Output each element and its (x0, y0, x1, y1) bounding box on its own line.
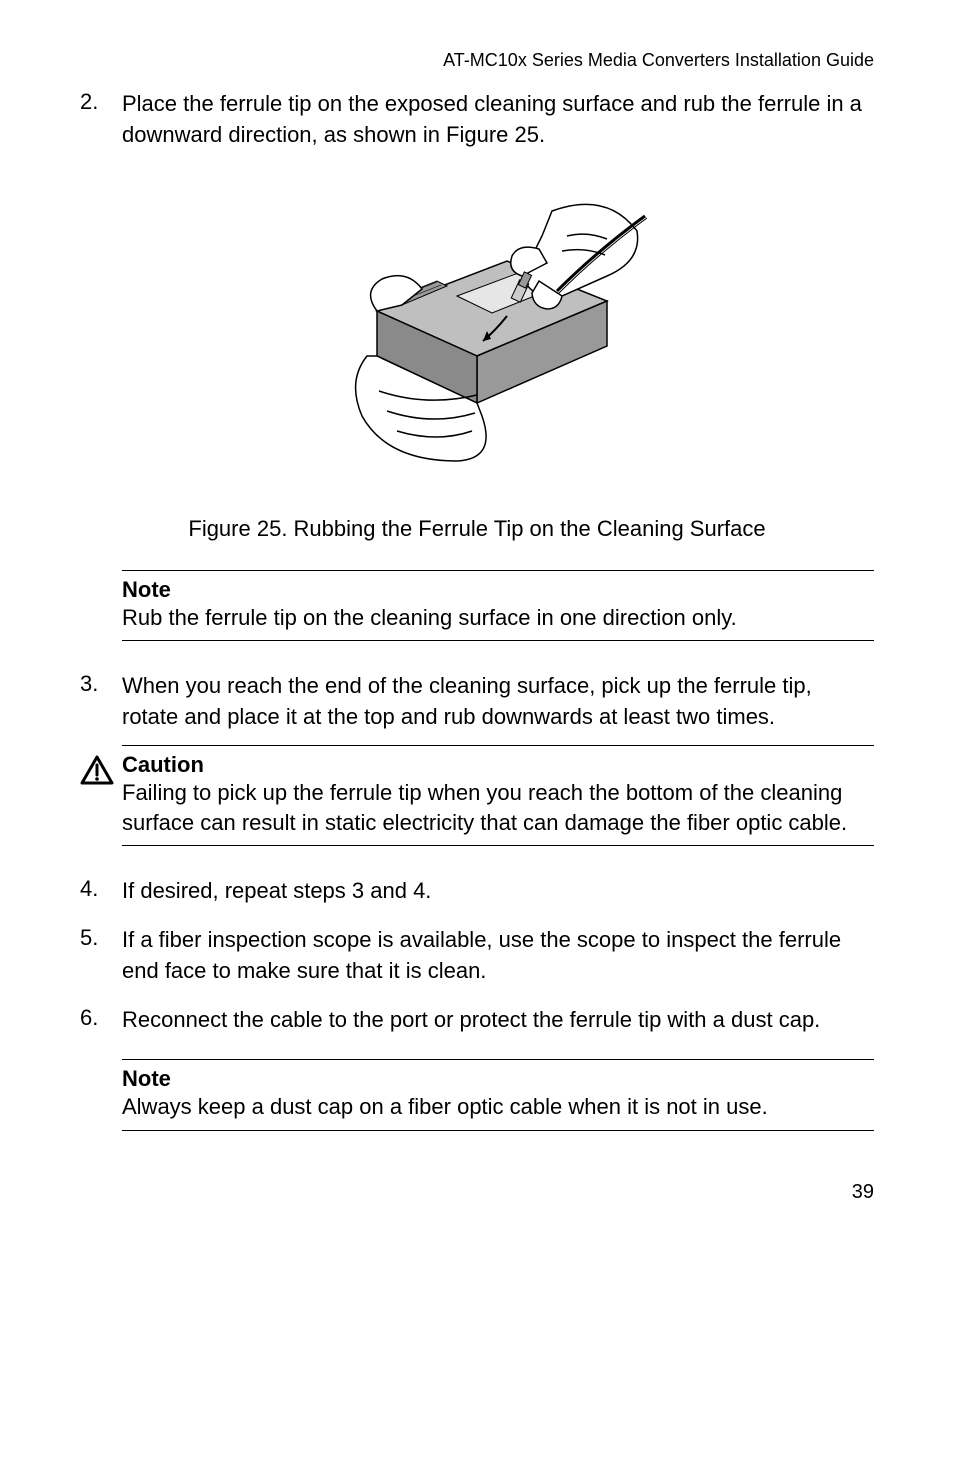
note-1-title: Note (122, 577, 874, 603)
step-6-text: Reconnect the cable to the port or prote… (122, 1005, 874, 1036)
step-5: 5. If a fiber inspection scope is availa… (80, 925, 874, 987)
step-4-number: 4. (80, 876, 122, 902)
step-3: 3. When you reach the end of the cleanin… (80, 671, 874, 733)
note-2-text: Always keep a dust cap on a fiber optic … (122, 1092, 874, 1122)
caution-text: Failing to pick up the ferrule tip when … (122, 778, 874, 837)
step-2-number: 2. (80, 89, 122, 115)
step-5-number: 5. (80, 925, 122, 951)
note-block-2: Note Always keep a dust cap on a fiber o… (122, 1059, 874, 1131)
note-block-1: Note Rub the ferrule tip on the cleaning… (122, 570, 874, 642)
step-5-text: If a fiber inspection scope is available… (122, 925, 874, 987)
step-2: 2. Place the ferrule tip on the exposed … (80, 89, 874, 151)
step-2-text: Place the ferrule tip on the exposed cle… (122, 89, 874, 151)
caution-title: Caution (122, 752, 874, 778)
figure-25-caption: Figure 25. Rubbing the Ferrule Tip on th… (80, 516, 874, 542)
figure-25-illustration (80, 181, 874, 486)
step-6-number: 6. (80, 1005, 122, 1031)
step-4: 4. If desired, repeat steps 3 and 4. (80, 876, 874, 907)
doc-header: AT-MC10x Series Media Converters Install… (80, 50, 874, 71)
step-3-text: When you reach the end of the cleaning s… (122, 671, 874, 733)
note-1-text: Rub the ferrule tip on the cleaning surf… (122, 603, 874, 633)
step-6: 6. Reconnect the cable to the port or pr… (80, 1005, 874, 1036)
note-2-title: Note (122, 1066, 874, 1092)
page-number: 39 (80, 1181, 874, 1204)
step-4-text: If desired, repeat steps 3 and 4. (122, 876, 874, 907)
step-3-number: 3. (80, 671, 122, 697)
caution-triangle-icon (80, 745, 122, 790)
caution-block: Caution Failing to pick up the ferrule t… (80, 745, 874, 846)
